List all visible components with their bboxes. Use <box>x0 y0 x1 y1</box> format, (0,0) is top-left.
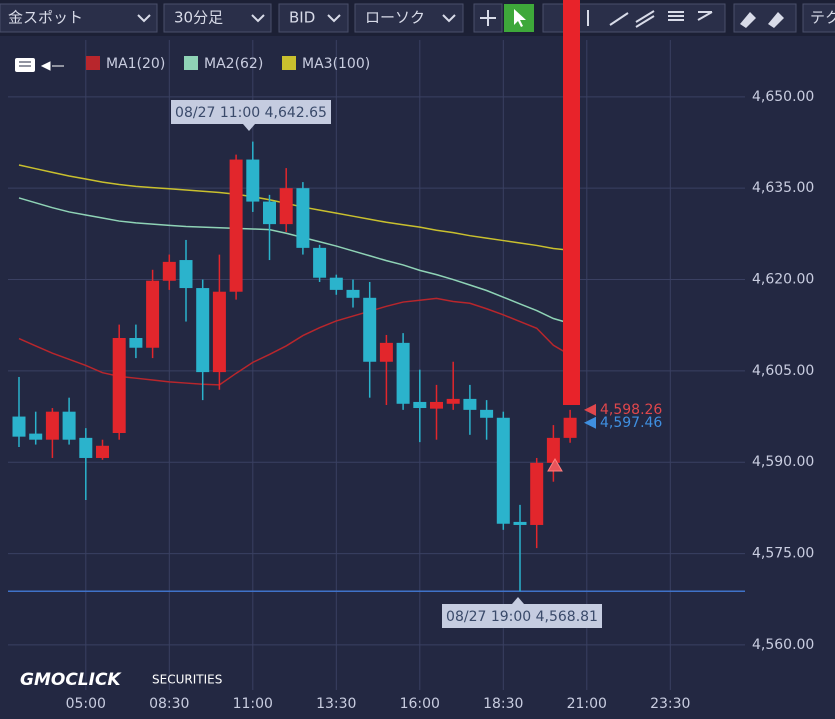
candle-body <box>530 462 544 525</box>
price-bar <box>563 0 580 405</box>
y-tick-label: 4,590.00 <box>752 454 814 470</box>
tooltip-text: 08/27 19:00 4,568.81 <box>446 609 598 625</box>
legend-label: MA1(20) <box>106 56 165 72</box>
tooltip-box <box>171 100 331 124</box>
legend-swatch <box>184 56 198 70</box>
legend-label: MA2(62) <box>204 56 263 72</box>
candle-body <box>546 437 560 463</box>
legend-swatch <box>86 56 100 70</box>
x-tick-label: 23:30 <box>650 696 690 712</box>
candle-body <box>346 289 360 298</box>
candle-body <box>446 398 460 404</box>
candle-body <box>296 188 310 248</box>
watermark-sub: SECURITIES <box>152 673 222 687</box>
candle-body <box>329 277 343 290</box>
candle-body <box>212 291 226 373</box>
dropdown-label: 金スポット <box>8 9 83 27</box>
candle-body <box>563 417 577 438</box>
crosshair-button[interactable] <box>473 3 503 33</box>
x-tick-label: 13:30 <box>316 696 356 712</box>
tooltip-text: 08/27 11:00 4,642.65 <box>175 105 327 121</box>
candle-body <box>246 159 260 202</box>
candle-body <box>45 411 59 440</box>
pointer-button[interactable] <box>504 4 534 32</box>
y-tick-label: 4,650.00 <box>752 89 814 105</box>
candle-body <box>146 280 160 348</box>
dropdown[interactable]: BID <box>278 3 349 33</box>
dropdown[interactable]: ローソク <box>354 3 464 33</box>
ma-line <box>18 297 571 386</box>
candle-body <box>112 337 126 434</box>
candle-body <box>496 417 510 524</box>
candle-body <box>263 201 276 225</box>
candle-body <box>96 445 109 458</box>
candle-body <box>363 297 377 362</box>
candle-body <box>279 188 293 225</box>
dropdown-label: ローソク <box>365 9 425 27</box>
dropdown[interactable]: 30分足 <box>163 3 272 33</box>
candle-body <box>513 521 527 525</box>
price-label: 4,598.26 <box>600 402 662 418</box>
x-tick-label: 18:30 <box>483 696 523 712</box>
candle-body <box>162 261 176 281</box>
tooltip-pointer <box>243 124 255 131</box>
y-tick-label: 4,560.00 <box>752 637 814 653</box>
dropdown[interactable]: 金スポット <box>0 3 158 33</box>
tooltip-box <box>442 604 602 628</box>
price-marker <box>584 403 596 416</box>
candle-body <box>196 288 210 373</box>
candle-body <box>29 433 43 440</box>
candle-body <box>179 260 193 289</box>
candle-body <box>430 401 443 409</box>
candle-body <box>396 342 410 404</box>
y-tick-label: 4,575.00 <box>752 546 814 562</box>
x-tick-label: 16:00 <box>400 696 440 712</box>
eraser-buttons[interactable] <box>733 3 797 33</box>
tech-label: テク <box>810 9 835 27</box>
y-tick-label: 4,605.00 <box>752 363 814 379</box>
candle-body <box>379 342 393 362</box>
price-label: 4,597.46 <box>600 415 662 431</box>
dropdown-label: BID <box>289 9 315 27</box>
y-tick-label: 4,620.00 <box>752 272 814 288</box>
x-tick-label: 08:30 <box>149 696 189 712</box>
tooltip-pointer <box>512 597 524 604</box>
candle-body <box>313 247 327 278</box>
y-tick-label: 4,635.00 <box>752 180 814 196</box>
signal-marker <box>547 458 563 472</box>
dropdown-label: 30分足 <box>174 9 223 27</box>
x-tick-label: 05:00 <box>66 696 106 712</box>
legend-label: MA3(100) <box>302 56 370 72</box>
candle-body <box>79 437 93 458</box>
candle-body <box>129 337 143 348</box>
legend-swatch <box>282 56 296 70</box>
tech-button[interactable] <box>802 3 835 33</box>
candle-body <box>62 411 76 440</box>
x-tick-label: 11:00 <box>233 696 273 712</box>
ma-line <box>18 164 571 252</box>
x-tick-label: 21:00 <box>567 696 607 712</box>
candle-body <box>12 416 26 437</box>
candle-body <box>229 159 243 292</box>
candle-body <box>480 409 494 418</box>
candle-body <box>463 398 477 410</box>
ma-line <box>18 197 571 325</box>
legend-icon[interactable] <box>15 58 64 72</box>
price-marker <box>584 416 596 429</box>
watermark: GMOCLICK <box>20 670 122 690</box>
candle-body <box>413 401 427 409</box>
